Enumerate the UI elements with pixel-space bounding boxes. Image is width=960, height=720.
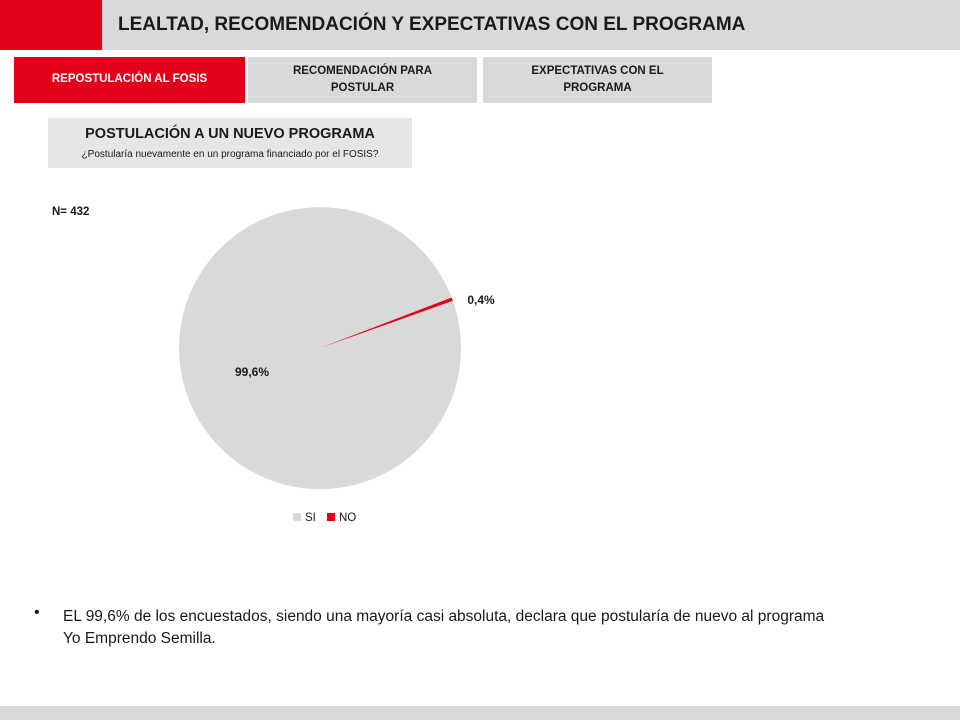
- page-title: LEALTAD, RECOMENDACIÓN Y EXPECTATIVAS CO…: [118, 14, 746, 35]
- legend-label-no: NO: [339, 512, 356, 524]
- bullet-marker: •: [34, 604, 40, 621]
- section-header-box: POSTULACIÓN A UN NUEVO PROGRAMA ¿Postula…: [48, 118, 412, 168]
- tab-expectativas[interactable]: EXPECTATIVAS CON EL PROGRAMA: [483, 57, 712, 103]
- data-label-no: 0,4%: [467, 293, 495, 307]
- section-title: POSTULACIÓN A UN NUEVO PROGRAMA: [85, 126, 375, 142]
- legend-swatch-no: [327, 513, 335, 521]
- legend-swatch-si: [293, 513, 301, 521]
- tab-recomendacion[interactable]: RECOMENDACIÓN PARA POSTULAR: [248, 57, 477, 103]
- summary-text: EL 99,6% de los encuestados, siendo una …: [63, 608, 825, 647]
- footer-bar: [0, 706, 960, 720]
- header-bar: [0, 0, 960, 50]
- legend-label-si: SI: [305, 512, 316, 524]
- data-label-si: 99,6%: [235, 365, 269, 379]
- section-question: ¿Postularía nuevamente en un programa fi…: [81, 149, 379, 160]
- pie-slice-si: [179, 207, 462, 490]
- pie-slice-no: [320, 297, 453, 348]
- tab-repostulacion[interactable]: REPOSTULACIÓN AL FOSIS: [14, 57, 245, 103]
- header-accent-block: [0, 0, 102, 50]
- sample-size-label: N= 432: [52, 206, 90, 218]
